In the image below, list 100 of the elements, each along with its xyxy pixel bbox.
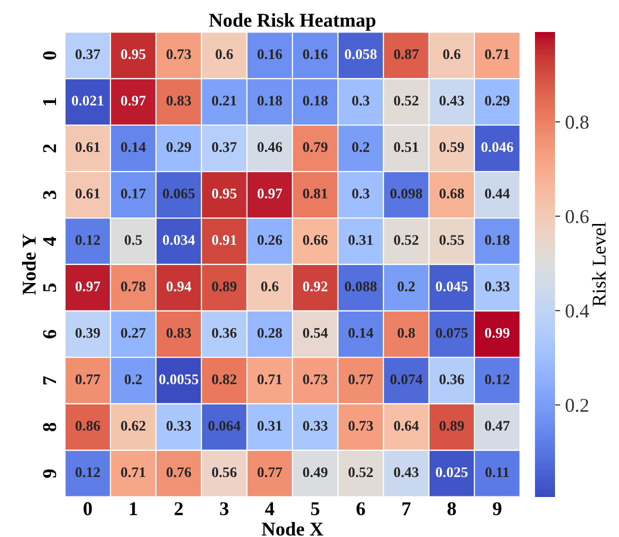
data-label: 0.14 — [348, 328, 374, 338]
x-tick-label: 9 — [492, 502, 502, 516]
data-label: 0.91 — [212, 235, 236, 245]
color-bar-title: Risk Level — [592, 222, 606, 306]
data-label: 0.83 — [166, 96, 191, 106]
data-label: 0.82 — [212, 374, 236, 384]
data-label: 0.89 — [440, 420, 464, 431]
data-label: 0.52 — [394, 235, 418, 245]
data-label: 0.33 — [166, 420, 191, 431]
data-label: 0.94 — [166, 282, 192, 292]
data-label: 0.6 — [216, 49, 233, 60]
data-label: 0.95 — [212, 188, 236, 199]
data-label: 0.2 — [398, 282, 415, 292]
y-tick-label: 0 — [43, 51, 56, 60]
data-label: 0.68 — [440, 188, 464, 199]
data-label: 0.31 — [348, 235, 373, 245]
data-label: 0.29 — [485, 96, 510, 106]
data-label: 0.16 — [258, 49, 282, 60]
data-label: 0.074 — [390, 374, 422, 384]
data-label: 0.81 — [303, 188, 328, 199]
data-label: 0.52 — [394, 96, 418, 106]
data-label: 0.43 — [440, 96, 464, 106]
data-label: 0.064 — [208, 420, 240, 431]
data-label: 0.99 — [485, 328, 510, 338]
data-label: 0.8 — [398, 328, 415, 338]
data-label: 0.46 — [258, 142, 282, 152]
data-label: 0.37 — [212, 142, 237, 152]
color-bar-label: 0.8 — [566, 116, 589, 129]
color-bar-label: 0.4 — [566, 304, 589, 318]
data-label: 0.79 — [303, 142, 328, 152]
x-tick-label: 8 — [448, 502, 456, 516]
data-label: 0.86 — [76, 420, 100, 431]
data-label: 0.27 — [121, 328, 146, 338]
data-label: 0.71 — [485, 49, 510, 60]
data-label: 0.73 — [348, 420, 373, 431]
data-label: 0.71 — [121, 467, 146, 478]
data-label: 0.18 — [303, 96, 328, 106]
data-label: 0.66 — [303, 235, 328, 245]
y-tick-label: 8 — [43, 422, 56, 432]
data-label: 0.49 — [303, 467, 328, 478]
x-tick-label: 2 — [174, 502, 183, 516]
data-label: 0.89 — [212, 282, 236, 292]
data-label: 0.025 — [436, 467, 468, 478]
data-label: 0.11 — [485, 467, 509, 478]
data-label: 0.065 — [162, 188, 195, 199]
data-label: 0.045 — [436, 282, 468, 292]
data-label: 0.78 — [121, 282, 146, 292]
data-label: 0.5 — [124, 235, 142, 245]
y-axis-title: Node Y — [22, 234, 36, 295]
data-label: 0.44 — [485, 188, 510, 199]
data-label: 0.43 — [394, 467, 418, 478]
data-label: 0.97 — [121, 96, 146, 106]
chart-title: Node Risk Heatmap — [209, 13, 376, 31]
data-label: 0.0055 — [159, 374, 198, 384]
x-tick-label: 0 — [84, 502, 92, 516]
x-tick-label: 3 — [220, 502, 228, 516]
data-label: 0.31 — [258, 420, 282, 431]
x-tick-label: 6 — [356, 502, 366, 516]
data-label: 0.058 — [344, 49, 377, 60]
y-tick-label: 7 — [43, 376, 56, 384]
data-label: 0.61 — [76, 142, 100, 152]
data-label: 0.56 — [212, 467, 237, 478]
data-label: 0.3 — [352, 96, 370, 106]
x-tick-label: 4 — [265, 502, 274, 516]
data-label: 0.2 — [352, 142, 370, 152]
color-bar-label: 0.2 — [566, 398, 588, 412]
data-label: 0.97 — [76, 282, 100, 292]
y-tick-label: 6 — [43, 330, 56, 338]
y-tick-label: 4 — [43, 236, 56, 246]
data-label: 0.97 — [258, 188, 282, 199]
data-label: 0.21 — [212, 96, 236, 106]
data-label: 0.77 — [348, 374, 374, 384]
data-label: 0.18 — [258, 96, 282, 106]
data-label: 0.18 — [485, 235, 510, 245]
data-label: 0.2 — [124, 374, 142, 384]
data-label: 0.77 — [76, 374, 100, 384]
data-label: 0.51 — [394, 142, 418, 152]
data-label: 0.6 — [443, 49, 460, 60]
data-label: 0.36 — [212, 328, 237, 338]
data-label: 0.075 — [436, 328, 468, 338]
data-label: 0.12 — [76, 235, 100, 245]
data-label: 0.59 — [440, 142, 464, 152]
x-axis-title: Node X — [262, 522, 324, 536]
data-label: 0.55 — [440, 235, 464, 245]
data-label: 0.36 — [440, 374, 464, 384]
y-tick-label: 1 — [43, 98, 56, 106]
data-label: 0.87 — [394, 49, 419, 60]
data-label: 0.046 — [481, 142, 514, 152]
data-label: 0.12 — [485, 374, 510, 384]
data-label: 0.16 — [303, 49, 328, 60]
y-tick-label: 5 — [43, 284, 56, 292]
data-label: 0.71 — [258, 374, 282, 384]
data-label: 0.26 — [258, 235, 282, 245]
data-label: 0.39 — [76, 328, 100, 338]
data-label: 0.14 — [121, 142, 146, 152]
color-bar-label: 0.6 — [566, 210, 589, 224]
data-label: 0.95 — [121, 49, 146, 60]
data-label: 0.47 — [485, 420, 510, 431]
data-label: 0.021 — [72, 96, 104, 106]
data-label: 0.62 — [121, 420, 146, 431]
